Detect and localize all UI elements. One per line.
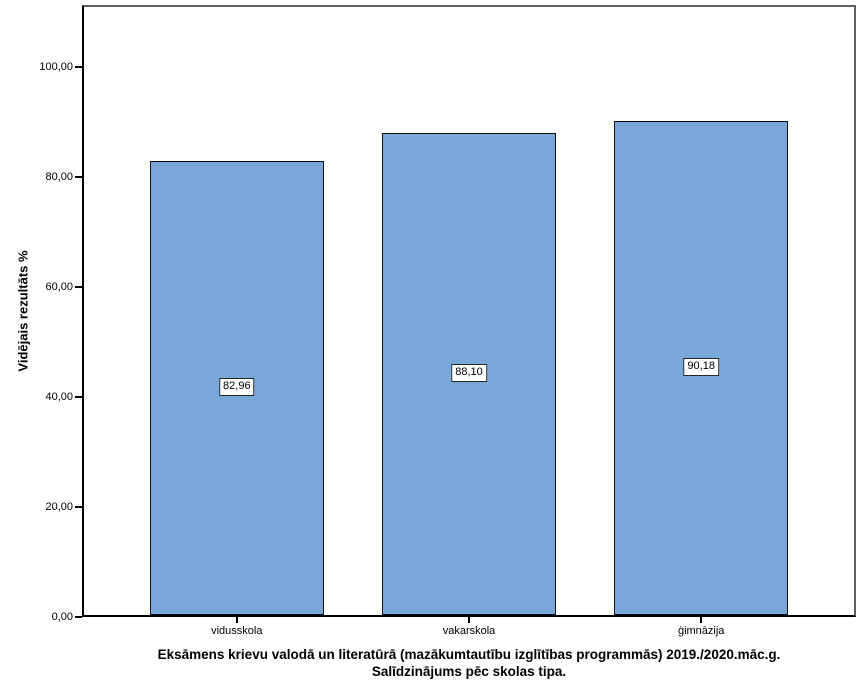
- chart-title-line-2: Salīdzinājums pēc skolas tipa.: [371, 664, 567, 679]
- y-tick-mark: [75, 66, 82, 68]
- y-tick-mark: [75, 286, 82, 288]
- y-tick-mark: [75, 396, 82, 398]
- y-tick-label: 100,00: [39, 60, 73, 73]
- plot-area: 82,96 88,10 90,18: [82, 5, 856, 617]
- x-tick-mark: [236, 617, 238, 623]
- y-tick-label: 20,00: [45, 500, 73, 513]
- y-tick-label: 60,00: [45, 280, 73, 293]
- bar-value-label: 90,18: [683, 358, 719, 377]
- x-category-label: ģimnāzija: [677, 625, 725, 637]
- chart-title-line-1: Eksāmens krievu valodā un literatūrā (ma…: [157, 647, 781, 662]
- y-tick-mark: [75, 506, 82, 508]
- bar-value-label: 88,10: [451, 363, 487, 382]
- y-tick-mark: [75, 176, 82, 178]
- chart-title: Eksāmens krievu valodā un literatūrā (ma…: [82, 646, 856, 680]
- x-category-label: vidusskola: [211, 625, 263, 637]
- y-axis-title: Vidējais rezultāts %: [15, 250, 31, 372]
- y-tick-label: 80,00: [45, 170, 73, 183]
- y-tick-label: 40,00: [45, 390, 73, 403]
- x-tick-mark: [700, 617, 702, 623]
- bar-ģimnāzija: [614, 121, 789, 615]
- y-tick-label: 0,00: [51, 610, 73, 623]
- y-tick-mark: [75, 616, 82, 618]
- x-tick-mark: [468, 617, 470, 623]
- bar-value-label: 82,96: [219, 377, 255, 396]
- x-category-label: vakarskola: [442, 625, 496, 637]
